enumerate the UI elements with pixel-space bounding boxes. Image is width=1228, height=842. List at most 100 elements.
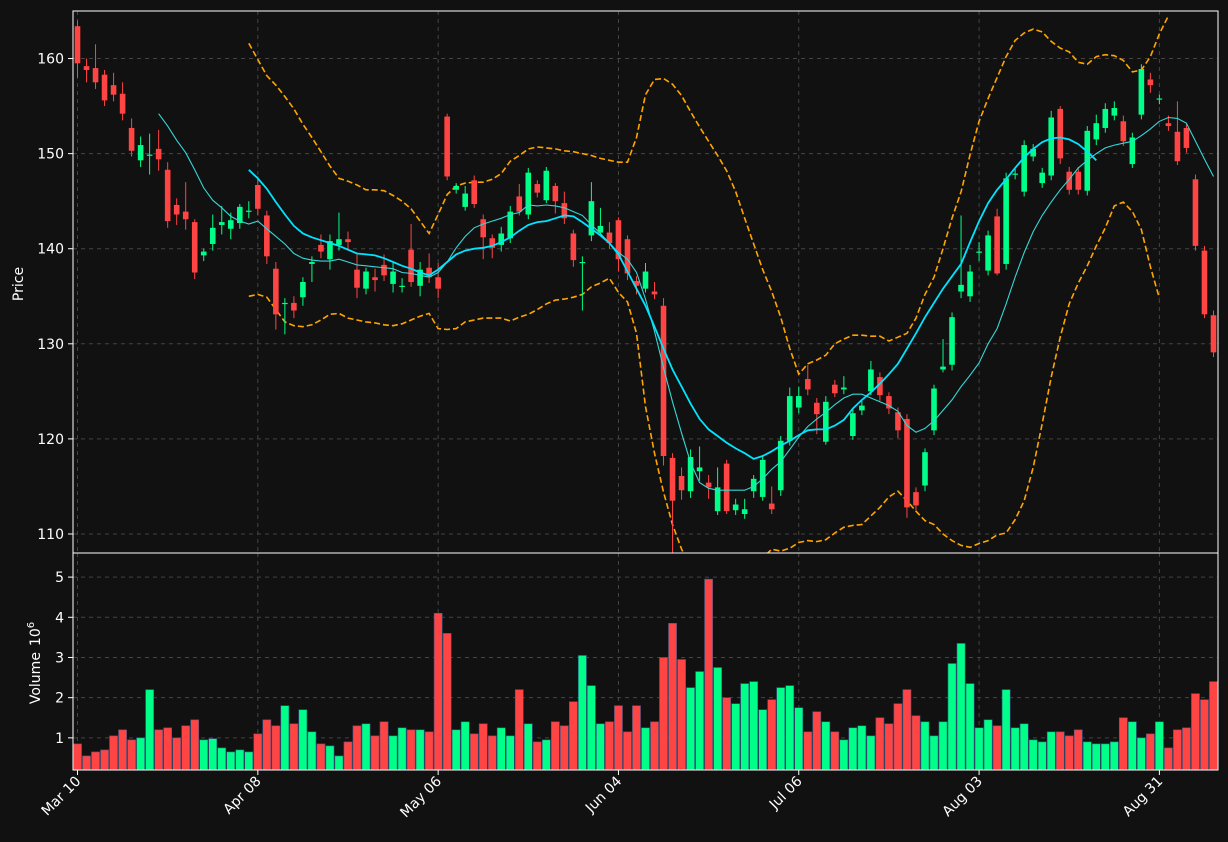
- candle-body: [976, 251, 982, 253]
- candle-body: [1111, 107, 1118, 116]
- volume-bar: [695, 671, 704, 771]
- candle-body: [1147, 79, 1154, 86]
- price-tick-label: 120: [37, 432, 64, 448]
- candle-body: [498, 233, 505, 245]
- candle-body: [877, 377, 883, 396]
- volume-bar: [181, 725, 191, 771]
- candle-body: [534, 184, 541, 193]
- volume-bar: [812, 711, 822, 771]
- candle-body: [246, 210, 252, 212]
- volume-bar: [217, 747, 227, 771]
- volume-bar: [830, 731, 840, 771]
- candle-body: [1075, 171, 1082, 190]
- candle-body: [696, 467, 703, 472]
- candle-body: [327, 241, 333, 260]
- volume-bar: [388, 735, 398, 771]
- volume-bar: [1182, 727, 1191, 771]
- volume-bar: [875, 717, 885, 771]
- volume-bars: [73, 578, 1218, 771]
- candle-body: [994, 216, 1000, 274]
- candle-body: [318, 244, 324, 252]
- volume-bar: [884, 723, 894, 771]
- candle-body: [345, 239, 351, 243]
- candle-body: [922, 452, 928, 486]
- volume-bar: [740, 683, 750, 771]
- candle-body: [777, 440, 784, 491]
- volume-bar: [623, 731, 632, 771]
- candle-body: [309, 262, 315, 264]
- ma-fast-line: [158, 113, 1214, 491]
- candle-body: [173, 204, 180, 215]
- candle-body: [146, 154, 153, 156]
- volume-bar: [1028, 739, 1038, 771]
- candle-body: [543, 170, 550, 201]
- candle-body: [940, 366, 946, 370]
- candle-body: [1120, 121, 1127, 142]
- volume-label-exp: 10: [28, 628, 44, 646]
- candle-body: [958, 284, 964, 292]
- candle-body: [300, 282, 306, 298]
- volume-bar: [478, 723, 488, 771]
- volume-bar: [100, 749, 109, 771]
- volume-bar: [433, 612, 443, 771]
- candle-body: [354, 269, 360, 288]
- candle-body: [1156, 98, 1163, 100]
- candle-body: [128, 127, 135, 151]
- candle-body: [1030, 148, 1036, 157]
- volume-bar: [974, 727, 984, 771]
- volume-bar: [668, 623, 677, 771]
- candle-body: [182, 211, 189, 220]
- volume-bar: [496, 727, 506, 771]
- candle-body: [191, 222, 198, 273]
- volume-axis-label: Volume 106: [26, 622, 44, 704]
- volume-bar: [154, 729, 164, 771]
- volume-bar: [686, 687, 695, 771]
- volume-bar: [848, 727, 858, 771]
- candle-body: [768, 503, 775, 510]
- volume-bar: [316, 743, 326, 771]
- volume-bar: [641, 727, 650, 771]
- candle-body: [859, 405, 865, 411]
- volume-bar: [677, 659, 686, 771]
- candle-body: [372, 277, 378, 281]
- volume-bar: [280, 705, 290, 771]
- candle-body: [444, 116, 450, 177]
- candle-body: [570, 233, 577, 261]
- volume-bar: [226, 751, 236, 771]
- volume-bar: [965, 683, 975, 771]
- volume-bar: [235, 749, 245, 771]
- candle-body: [273, 268, 279, 315]
- candle-body: [1048, 117, 1055, 176]
- volume-bar: [82, 755, 91, 771]
- volume-bar: [731, 703, 741, 771]
- volume-bar: [1082, 741, 1092, 771]
- candle-body: [92, 68, 99, 83]
- candle-body: [1138, 69, 1145, 115]
- candle-body: [480, 219, 487, 238]
- volume-bar: [803, 731, 813, 771]
- candle-body: [967, 271, 973, 297]
- candle-body: [624, 239, 631, 274]
- volume-bar: [758, 709, 768, 771]
- candle-body: [200, 251, 207, 256]
- candle-body: [687, 456, 694, 492]
- volume-bar: [514, 689, 524, 771]
- volume-bar: [1073, 729, 1083, 771]
- candle-body: [606, 232, 613, 244]
- volume-bar: [1019, 723, 1029, 771]
- volume-bar: [902, 689, 912, 771]
- candle-body: [507, 211, 514, 239]
- ma-slow-line: [248, 136, 1097, 460]
- volume-tick-label: 2: [55, 691, 64, 707]
- price-tick-label: 110: [37, 527, 64, 543]
- candle-body: [1066, 171, 1073, 190]
- candle-body: [363, 271, 369, 289]
- volume-bar: [307, 731, 317, 771]
- candles: [74, 20, 1217, 553]
- volume-bar: [776, 687, 786, 771]
- volume-bar: [1164, 747, 1173, 771]
- price-tick-label: 130: [37, 337, 64, 353]
- candle-body: [435, 277, 441, 289]
- candle-body: [931, 388, 937, 431]
- candle-body: [678, 475, 685, 491]
